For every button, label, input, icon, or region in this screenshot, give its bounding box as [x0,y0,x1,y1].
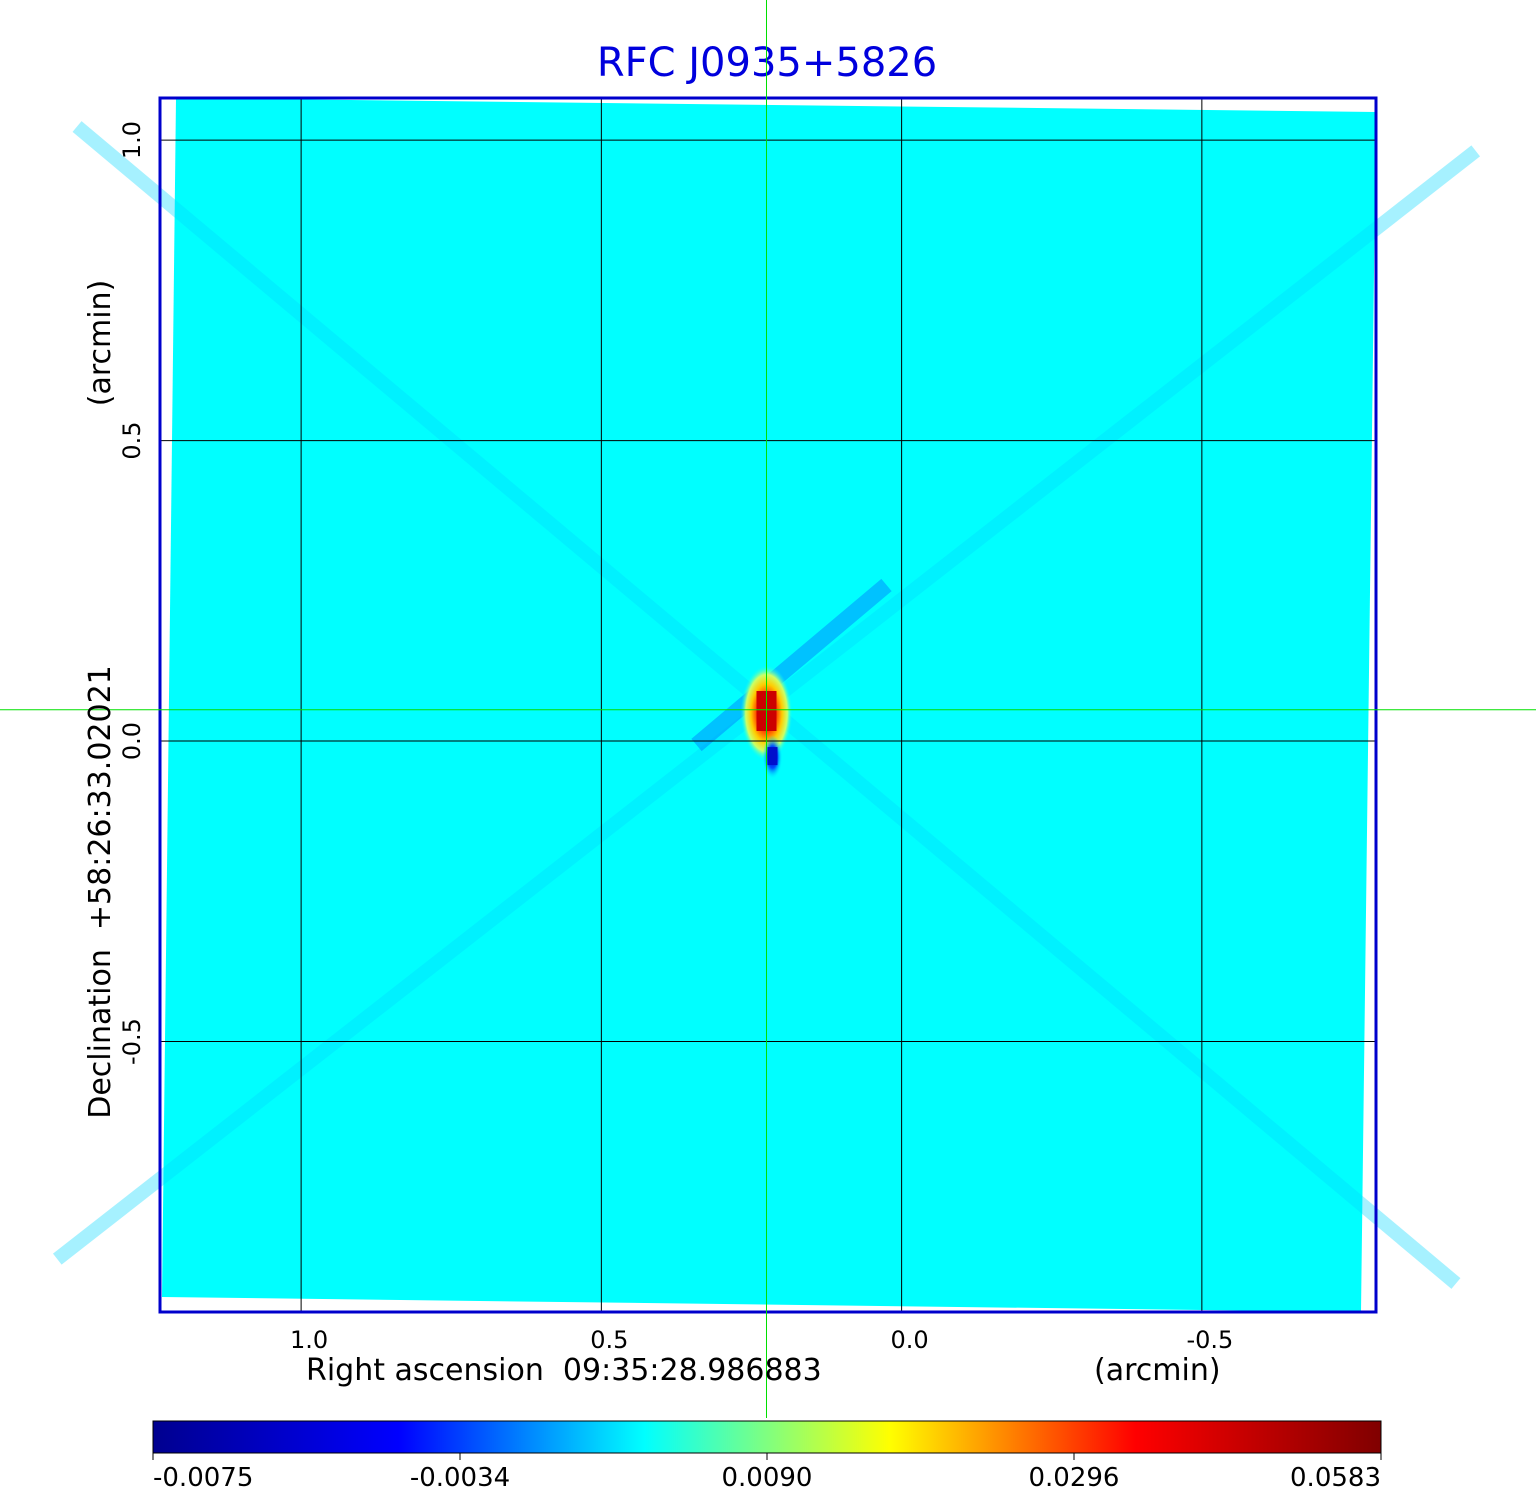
plot-frame [158,96,1378,1314]
crosshair [0,0,1536,1418]
colorbar-ticks: -0.0075 -0.0034 0.0090 0.0296 0.0583 [152,1453,1382,1493]
x-tick-label: 0.0 [891,1326,929,1354]
y-tick-label: 0.5 [118,421,146,459]
y-tick-label: -0.5 [118,1018,146,1065]
source-minimum-core [767,747,778,766]
chart-title: RFC J0935+5826 [597,40,937,86]
x-tick-label: 1.0 [290,1326,328,1354]
y-tick-label: 0.0 [118,722,146,760]
y-tick-labels: 1.0 0.5 0.0 -0.5 [118,121,146,1065]
x-tick-labels: 1.0 0.5 0.0 -0.5 [290,1326,1233,1354]
colorbar-tick-label: -0.0034 [410,1463,510,1493]
colorbar-tick-label: -0.0075 [153,1463,253,1493]
x-axis-label: Right ascension 09:35:28.986883 [306,1353,822,1388]
x-tick-label: -0.5 [1186,1326,1233,1354]
x-tick-label: 0.5 [590,1326,628,1354]
y-axis-unit: (arcmin) [83,280,118,407]
colorbar-tick-label: 0.0583 [1290,1463,1381,1493]
negative-lobe [691,578,892,752]
colorbar [152,1420,1382,1454]
colorbar-tick-label: 0.0090 [722,1463,813,1493]
grid-lines [160,98,1376,1312]
x-axis-unit: (arcmin) [1094,1353,1221,1388]
y-tick-label: 1.0 [118,121,146,159]
y-axis-label: Declination +58:26:33.02021 [83,665,118,1119]
colorbar-tick-label: 0.0296 [1029,1463,1120,1493]
